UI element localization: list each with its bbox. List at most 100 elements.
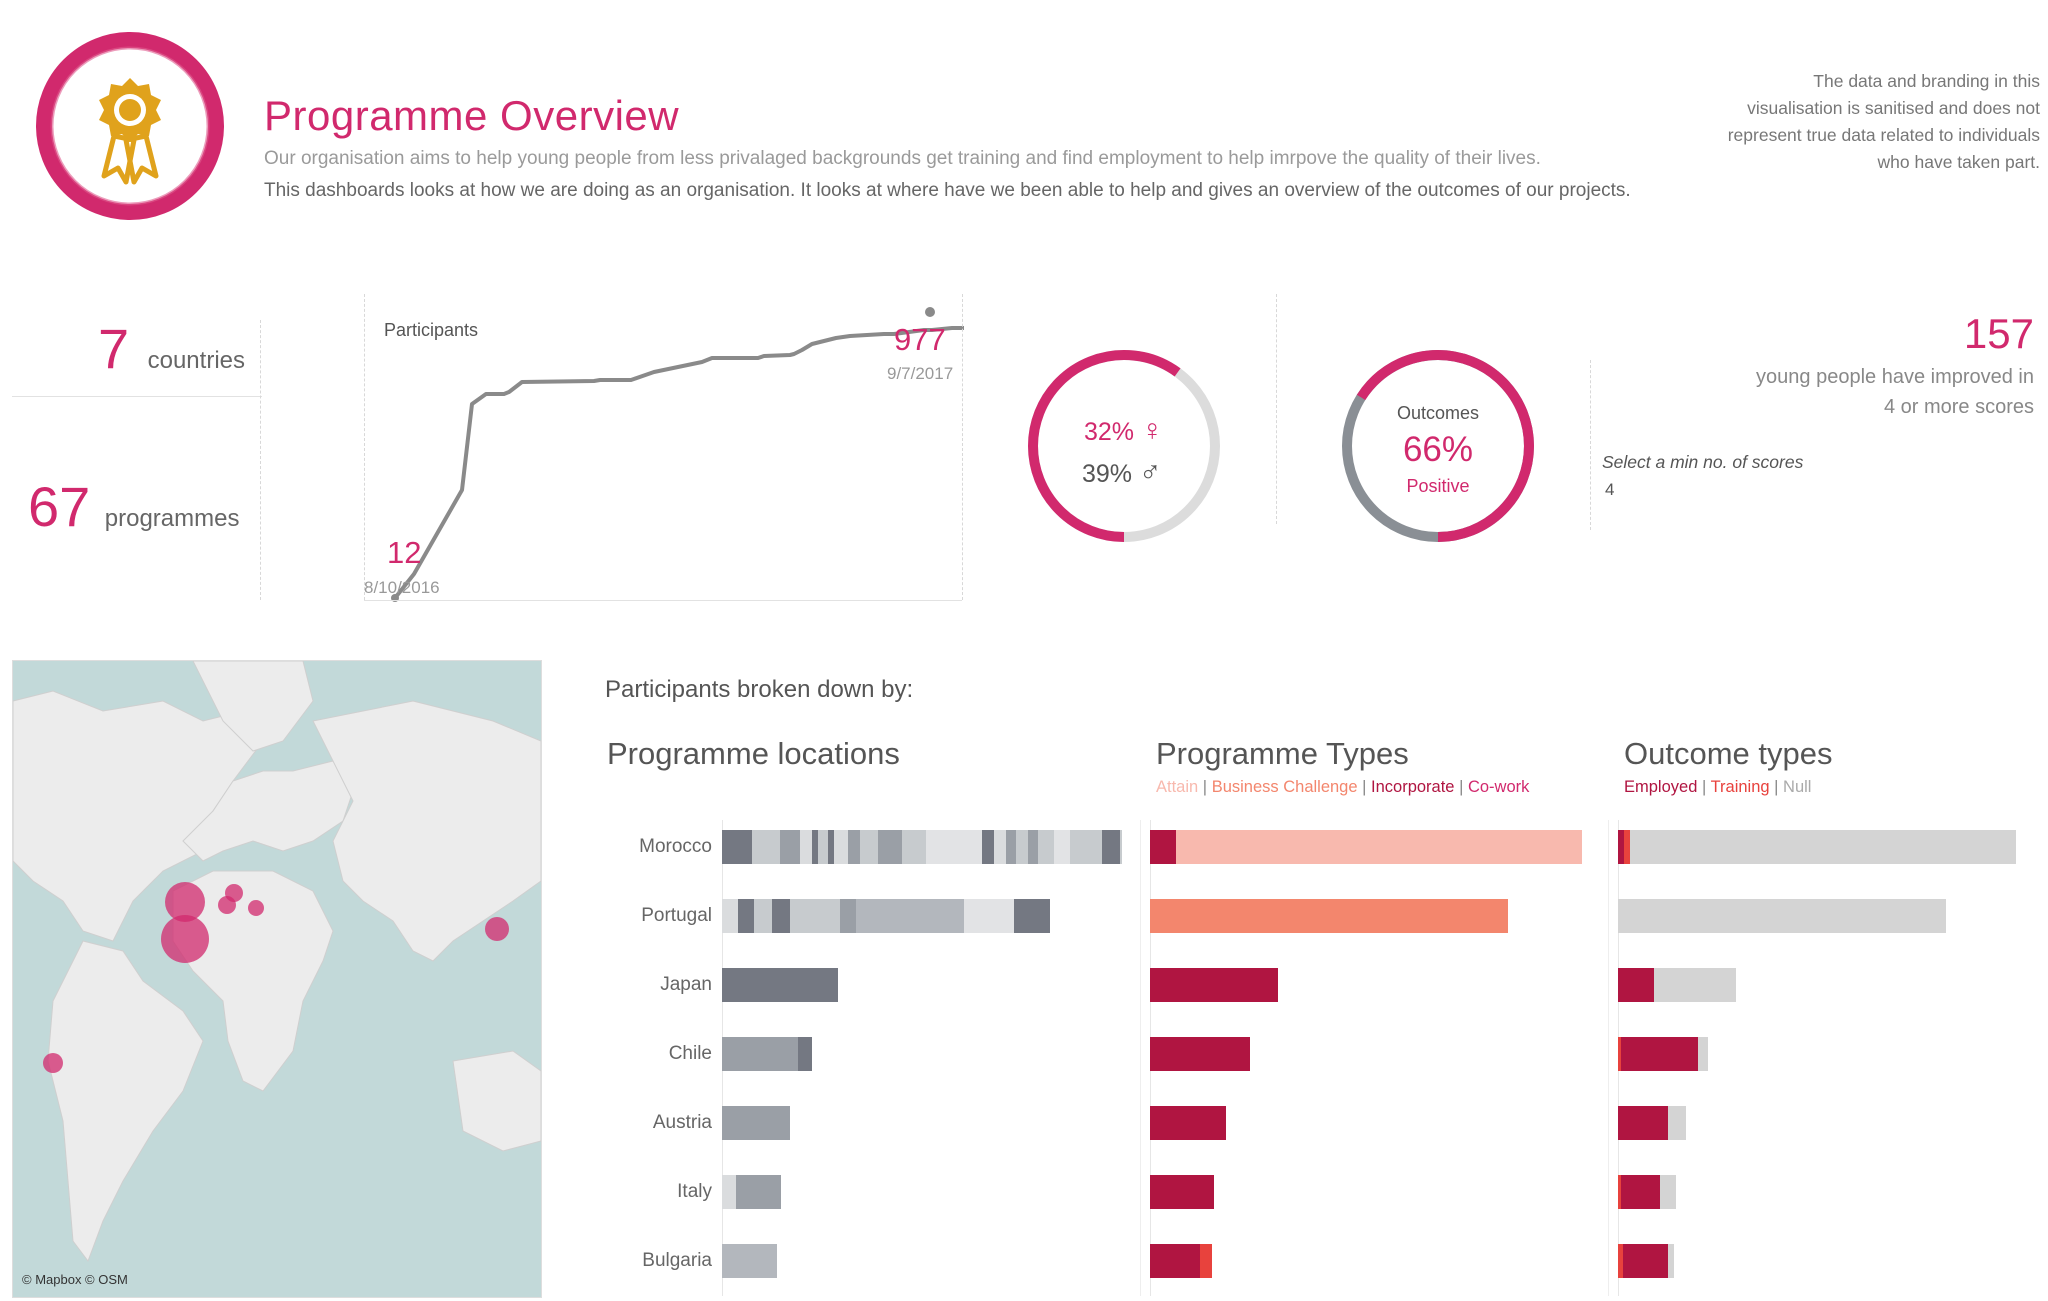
participants-title: Participants <box>384 320 479 340</box>
location-bar-segment[interactable] <box>1016 830 1028 864</box>
location-bar-segment[interactable] <box>738 899 754 933</box>
location-bar-segment[interactable] <box>736 1175 781 1209</box>
location-bar-segment[interactable] <box>754 899 772 933</box>
location-bar-segment[interactable] <box>722 1175 736 1209</box>
disclaimer-text: The data and branding in this visualisat… <box>1727 71 2040 172</box>
participants-right-border <box>962 294 963 600</box>
location-bar-segment[interactable] <box>982 830 994 864</box>
location-bar-segment[interactable] <box>790 899 840 933</box>
outcome-bar-null[interactable] <box>1660 1175 1676 1209</box>
legend-cowork[interactable]: Co-work <box>1467 778 1530 796</box>
dot-chile[interactable] <box>43 1053 63 1073</box>
outcome-bar-null[interactable] <box>1630 830 2016 864</box>
location-bar-segment[interactable] <box>848 830 860 864</box>
location-bar-segment[interactable] <box>994 830 1006 864</box>
outcome-bar-null[interactable] <box>1668 1244 1674 1278</box>
land-africa <box>172 870 334 1092</box>
world-map[interactable] <box>12 660 542 1298</box>
outcome-bar-employed[interactable] <box>1623 1244 1668 1278</box>
location-bar-segment[interactable] <box>772 899 790 933</box>
gender-donut-arc <box>1028 350 1220 542</box>
legend-separator: | <box>1459 778 1464 796</box>
programme-location-dots <box>43 882 509 1073</box>
location-bar-segment[interactable] <box>800 830 812 864</box>
location-bar-segment[interactable] <box>902 830 926 864</box>
location-bar-segment[interactable] <box>818 830 828 864</box>
type-bar-incorporate[interactable] <box>1150 1175 1214 1209</box>
outcomes-donut <box>1342 350 1534 542</box>
location-bar-segment[interactable] <box>722 1037 798 1071</box>
participants-left-border <box>364 294 365 600</box>
locations-right-border <box>1140 820 1141 1296</box>
dot-austria[interactable] <box>225 884 243 902</box>
location-bar-segment[interactable] <box>1014 899 1050 933</box>
type-bar-business-challenge[interactable] <box>1150 899 1508 933</box>
outcomes-value: 66% <box>1402 430 1474 469</box>
legend-incorporate[interactable]: Incorporate <box>1371 778 1455 796</box>
outcome-bar-training[interactable] <box>1618 1175 1621 1209</box>
outcome-bar-training[interactable] <box>1618 1037 1621 1071</box>
outcome-bar-employed[interactable] <box>1618 968 1654 1002</box>
type-bar-incorporate[interactable] <box>1150 1037 1250 1071</box>
legend-training[interactable]: Training <box>1710 778 1770 796</box>
location-bar-segment[interactable] <box>1070 830 1102 864</box>
dot-morocco[interactable] <box>161 915 209 963</box>
location-bar-segment[interactable] <box>722 968 838 1002</box>
outcome-bar-training[interactable] <box>1618 1244 1623 1278</box>
outcome-bar-employed[interactable] <box>1618 1106 1668 1140</box>
location-bar-segment[interactable] <box>1120 830 1122 864</box>
dot-bulgaria[interactable] <box>248 900 264 916</box>
location-bar-segment[interactable] <box>722 1106 790 1140</box>
location-bar-segment[interactable] <box>964 899 1014 933</box>
location-bar-segment[interactable] <box>1102 830 1120 864</box>
type-bar-attain[interactable] <box>1176 830 1582 864</box>
type-bar-incorporate[interactable] <box>1150 1244 1200 1278</box>
type-bar-incorporate[interactable] <box>1150 968 1278 1002</box>
location-bar-segment[interactable] <box>780 830 800 864</box>
outcome-bar-training[interactable] <box>1624 830 1630 864</box>
location-bar-segment[interactable] <box>722 1244 777 1278</box>
location-bar-segment[interactable] <box>722 830 752 864</box>
location-bar-segment[interactable] <box>1054 830 1070 864</box>
outcome-bar-null[interactable] <box>1618 899 1946 933</box>
outcome-bar-null[interactable] <box>1654 968 1736 1002</box>
legend-attain[interactable]: Attain <box>1156 778 1199 796</box>
outcome-bar-employed[interactable] <box>1621 1175 1660 1209</box>
location-bar-segment[interactable] <box>1006 830 1016 864</box>
location-bar-segment[interactable] <box>856 899 964 933</box>
location-bar-segment[interactable] <box>860 830 878 864</box>
outcomes-title: Outcomes <box>1396 403 1480 423</box>
outcome-bar-null[interactable] <box>1668 1106 1686 1140</box>
location-bar-segment[interactable] <box>752 830 780 864</box>
legend-separator: | <box>1701 778 1707 796</box>
outcome-bar-null[interactable] <box>1698 1037 1708 1071</box>
countries-value: 7 <box>98 317 130 380</box>
row-label-austria: Austria <box>652 1112 712 1133</box>
location-bar-segment[interactable] <box>926 830 982 864</box>
location-bar-segment[interactable] <box>1038 830 1054 864</box>
legend-employed[interactable]: Employed <box>1624 778 1698 796</box>
outcome-bar-employed[interactable] <box>1618 830 1624 864</box>
location-bar-segment[interactable] <box>878 830 902 864</box>
location-bar-segment[interactable] <box>840 899 856 933</box>
location-bar-segment[interactable] <box>798 1037 812 1071</box>
legend-null[interactable]: Null <box>1783 778 1812 796</box>
outcomes-label: Positive <box>1406 476 1470 496</box>
participants-end-marker <box>925 307 935 317</box>
dot-japan[interactable] <box>485 917 509 941</box>
outcome-bar-employed[interactable] <box>1621 1037 1698 1071</box>
type-bar-cowork[interactable] <box>1200 1244 1212 1278</box>
locations-title: Programme locations <box>607 736 900 771</box>
type-bar-incorporate[interactable] <box>1150 830 1176 864</box>
location-bar-segment[interactable] <box>828 830 834 864</box>
location-bar-segment[interactable] <box>1028 830 1038 864</box>
location-bar-segment[interactable] <box>722 899 738 933</box>
location-bar-segment[interactable] <box>834 830 848 864</box>
improved-line-2: 4 or more scores <box>1883 396 2034 418</box>
location-bar-segment[interactable] <box>812 830 818 864</box>
type-bar-incorporate[interactable] <box>1150 1106 1226 1140</box>
legend-business-challenge[interactable]: Business Challenge <box>1211 778 1358 796</box>
outcome-types-title: Outcome types <box>1624 736 1833 771</box>
min-scores-input[interactable]: 4 <box>1605 480 1615 499</box>
dot-portugal[interactable] <box>165 882 205 922</box>
